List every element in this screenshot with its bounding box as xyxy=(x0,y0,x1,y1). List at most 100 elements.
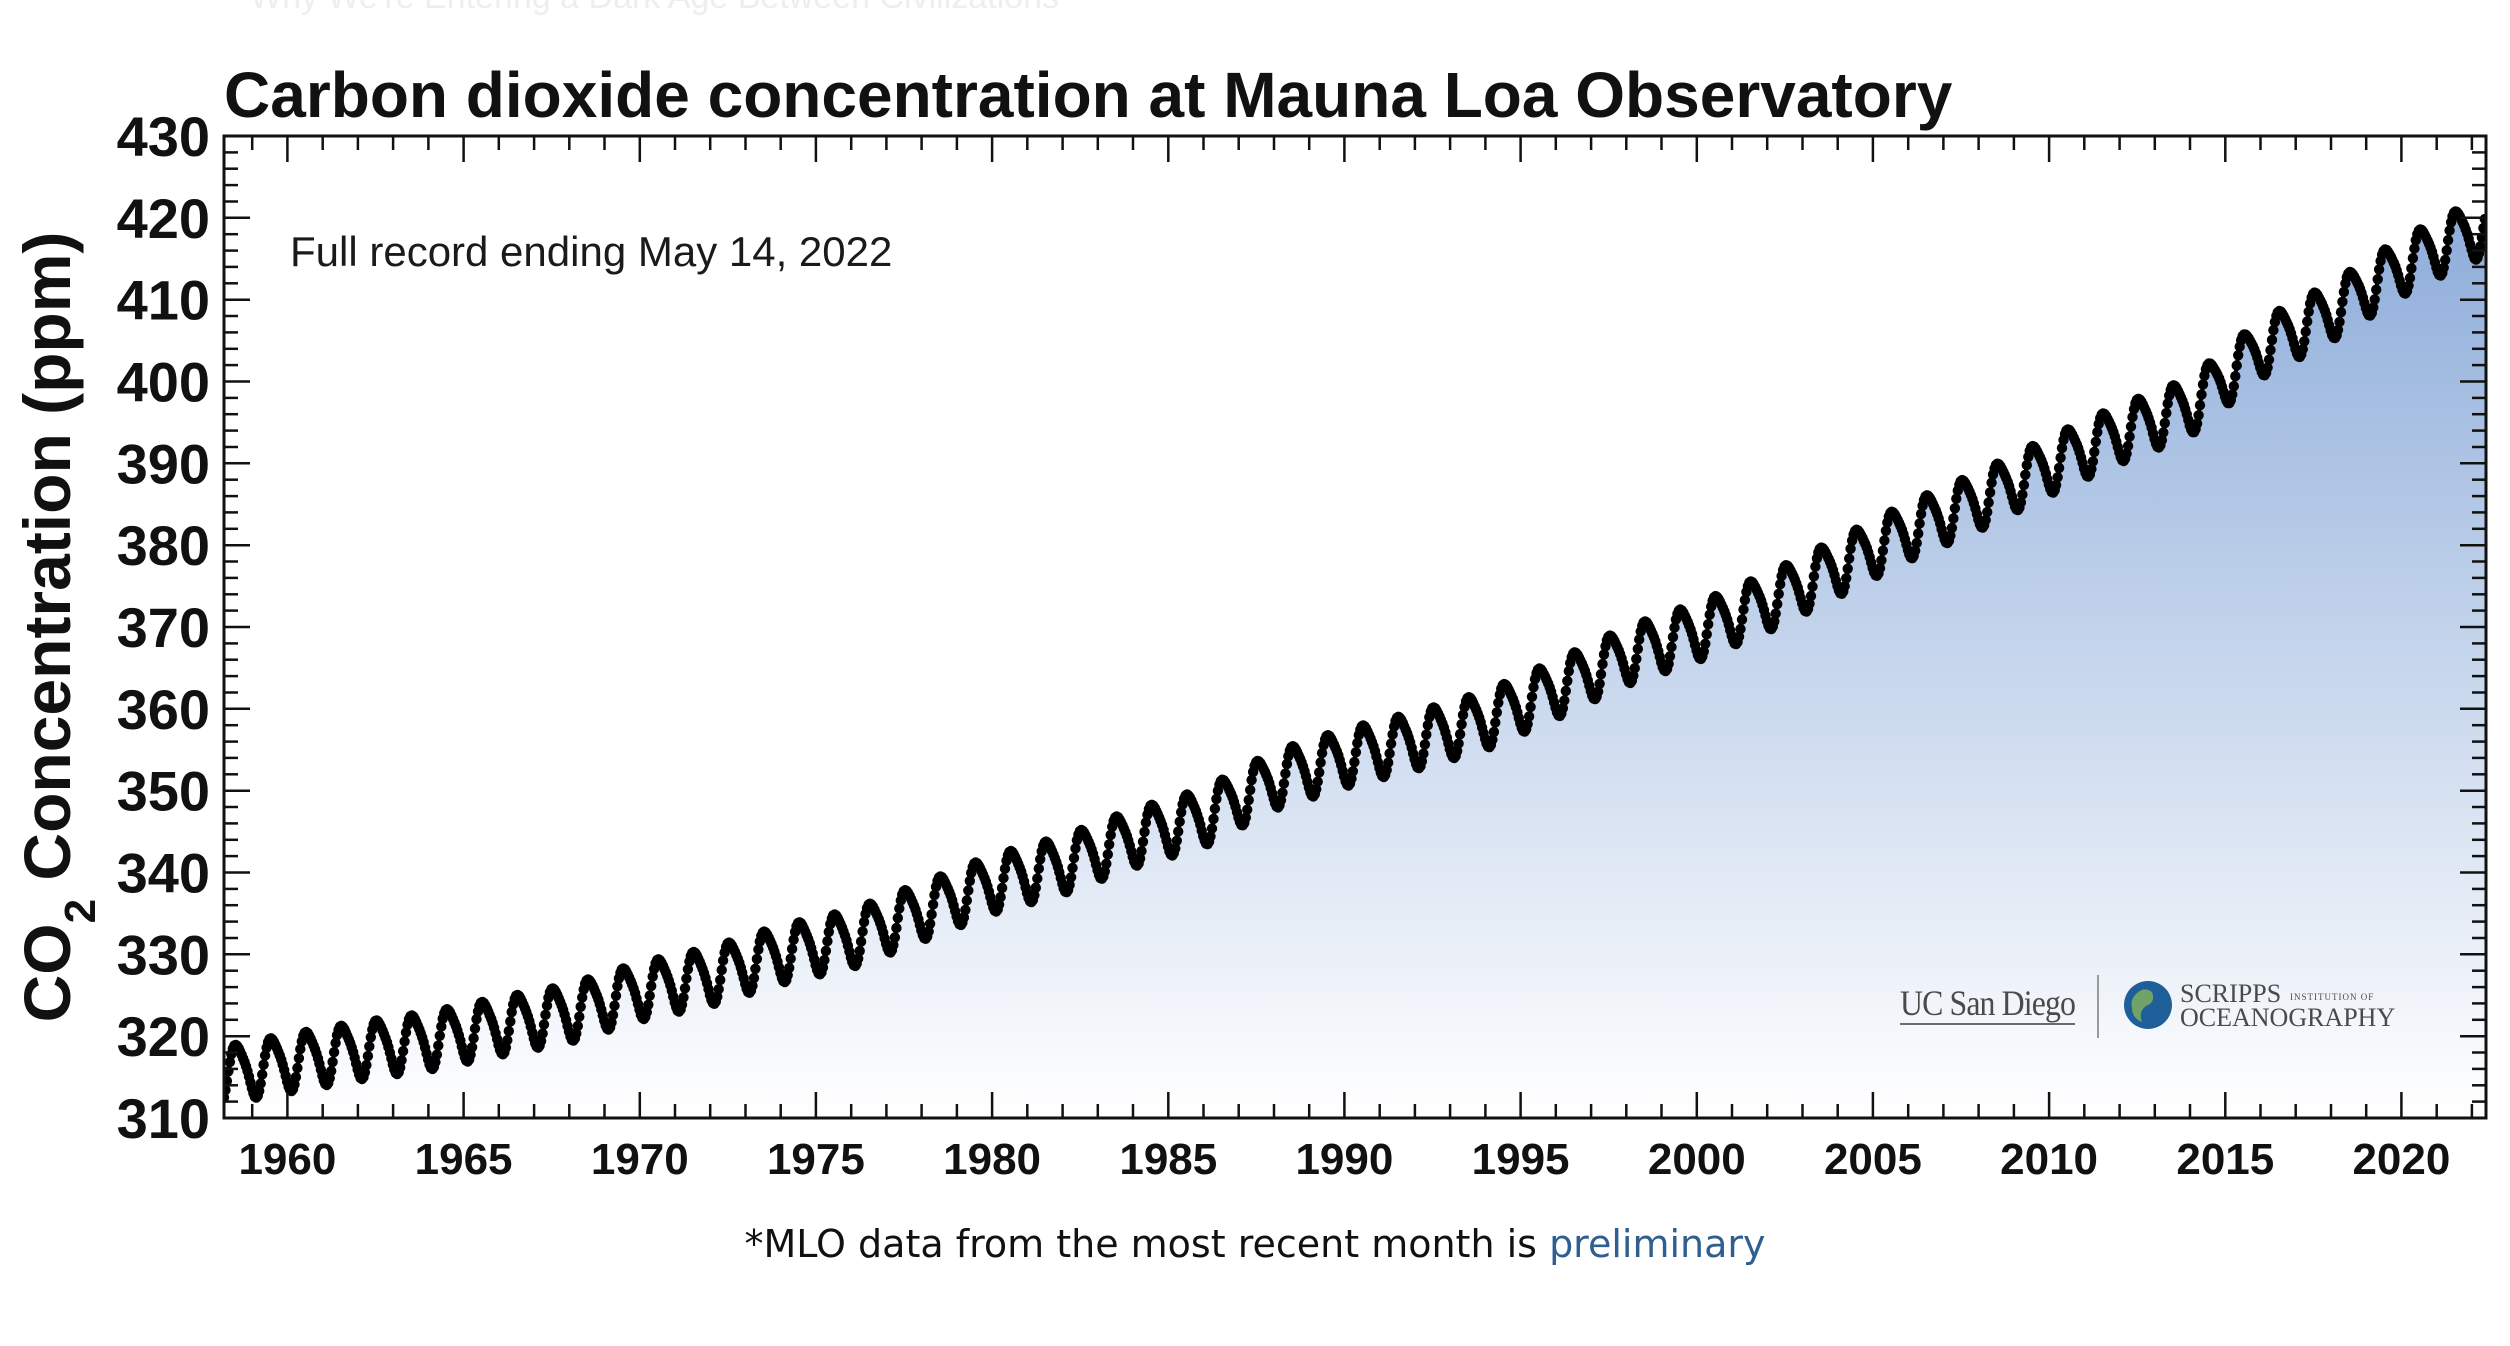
data-point xyxy=(1845,543,1856,554)
data-point xyxy=(854,945,865,957)
y-tick-label: 400 xyxy=(117,351,210,414)
data-point xyxy=(753,944,764,955)
data-point xyxy=(1700,638,1711,649)
data-point xyxy=(1557,703,1569,714)
data-point xyxy=(1559,695,1570,706)
data-point xyxy=(1176,807,1187,818)
data-point xyxy=(2479,213,2486,225)
x-tick-label: 2015 xyxy=(2176,1135,2274,1184)
data-point xyxy=(1595,669,1607,680)
data-point xyxy=(1914,518,1925,529)
data-point xyxy=(1174,816,1185,827)
data-point xyxy=(855,936,867,947)
data-point xyxy=(2233,350,2244,361)
x-tick-label: 1970 xyxy=(591,1135,689,1184)
data-point xyxy=(819,954,830,966)
data-point xyxy=(1560,685,1572,697)
data-point xyxy=(1453,738,1464,749)
data-point xyxy=(1634,634,1645,645)
data-point xyxy=(2438,262,2449,273)
x-tick-label: 2020 xyxy=(2352,1135,2450,1184)
data-point xyxy=(1876,555,1887,566)
data-point xyxy=(469,1023,481,1034)
data-point xyxy=(1065,872,1077,883)
data-point xyxy=(820,945,832,957)
data-point xyxy=(502,1035,513,1046)
data-point xyxy=(888,939,899,951)
data-point xyxy=(1350,747,1362,758)
data-point xyxy=(1844,553,1855,564)
data-point xyxy=(1523,711,1535,722)
data-point xyxy=(857,926,868,937)
data-point xyxy=(2050,479,2062,491)
data-point xyxy=(537,1028,548,1039)
data-point xyxy=(1874,563,1886,574)
data-point xyxy=(647,971,658,982)
data-point xyxy=(2475,241,2486,252)
data-point xyxy=(1738,604,1749,615)
data-point xyxy=(505,1016,516,1027)
data-point xyxy=(2159,417,2170,429)
chart-annotation: Full record ending May 14, 2022 xyxy=(290,228,892,275)
data-point xyxy=(1387,729,1398,740)
scripps-logo-line2: OCEANOGRAPHY xyxy=(2180,1003,2395,1032)
data-point xyxy=(541,1000,553,1011)
data-point xyxy=(327,1056,338,1068)
data-point xyxy=(2017,489,2028,500)
x-tick-labels: 1960 1965 1970 1975 1980 1985 1990 1995 2000 2005… xyxy=(238,1135,2450,1184)
data-point xyxy=(1733,631,1745,642)
data-point xyxy=(400,1027,412,1038)
data-point xyxy=(2086,463,2097,475)
data-point xyxy=(1456,719,1467,730)
data-point xyxy=(2162,398,2173,409)
data-point xyxy=(2369,294,2380,305)
data-point xyxy=(713,984,724,995)
data-point xyxy=(1209,803,1221,814)
data-point xyxy=(1528,682,1539,693)
data-point xyxy=(2268,325,2279,336)
data-point xyxy=(1842,563,1853,574)
data-point xyxy=(682,964,694,975)
data-point xyxy=(2303,306,2314,317)
data-point xyxy=(610,990,622,1001)
data-point xyxy=(1173,826,1184,837)
data-point xyxy=(2018,479,2030,491)
preliminary-link[interactable]: preliminary xyxy=(1549,1222,1766,1266)
data-point xyxy=(1562,675,1573,687)
data-point xyxy=(258,1059,269,1070)
x-tick-label: 2010 xyxy=(2000,1135,2098,1184)
data-point xyxy=(1563,666,1575,677)
data-point xyxy=(399,1036,410,1047)
series-layer xyxy=(224,206,2486,1103)
data-point xyxy=(786,943,798,955)
data-point xyxy=(1805,590,1817,602)
data-point xyxy=(823,926,834,938)
data-point xyxy=(1951,493,1962,504)
data-point xyxy=(2015,497,2027,508)
data-point xyxy=(2087,456,2099,467)
faded-article-headline[interactable]: Why We're Entering a Dark Age Between Ci… xyxy=(250,0,1059,17)
data-point xyxy=(431,1049,443,1060)
data-point xyxy=(2194,400,2206,411)
data-point xyxy=(1243,794,1254,806)
x-tick-label: 1995 xyxy=(1472,1135,1570,1184)
data-point xyxy=(1879,535,1890,546)
data-point xyxy=(1983,497,1994,508)
data-point xyxy=(1316,747,1328,759)
x-tick-label: 1990 xyxy=(1295,1135,1393,1184)
data-point xyxy=(2297,344,2308,355)
y-tick-label: 390 xyxy=(117,432,210,495)
data-point xyxy=(1769,616,1780,627)
data-point xyxy=(1488,726,1500,738)
data-point xyxy=(1139,826,1150,838)
data-point xyxy=(2262,362,2273,373)
data-point xyxy=(923,926,934,937)
data-point xyxy=(2020,469,2031,480)
data-point xyxy=(1877,545,1889,556)
data-point xyxy=(1418,748,1429,759)
data-point xyxy=(1913,528,1924,539)
data-point xyxy=(365,1032,376,1043)
data-point xyxy=(643,999,654,1010)
data-point xyxy=(1137,836,1149,847)
data-point xyxy=(1242,804,1253,815)
